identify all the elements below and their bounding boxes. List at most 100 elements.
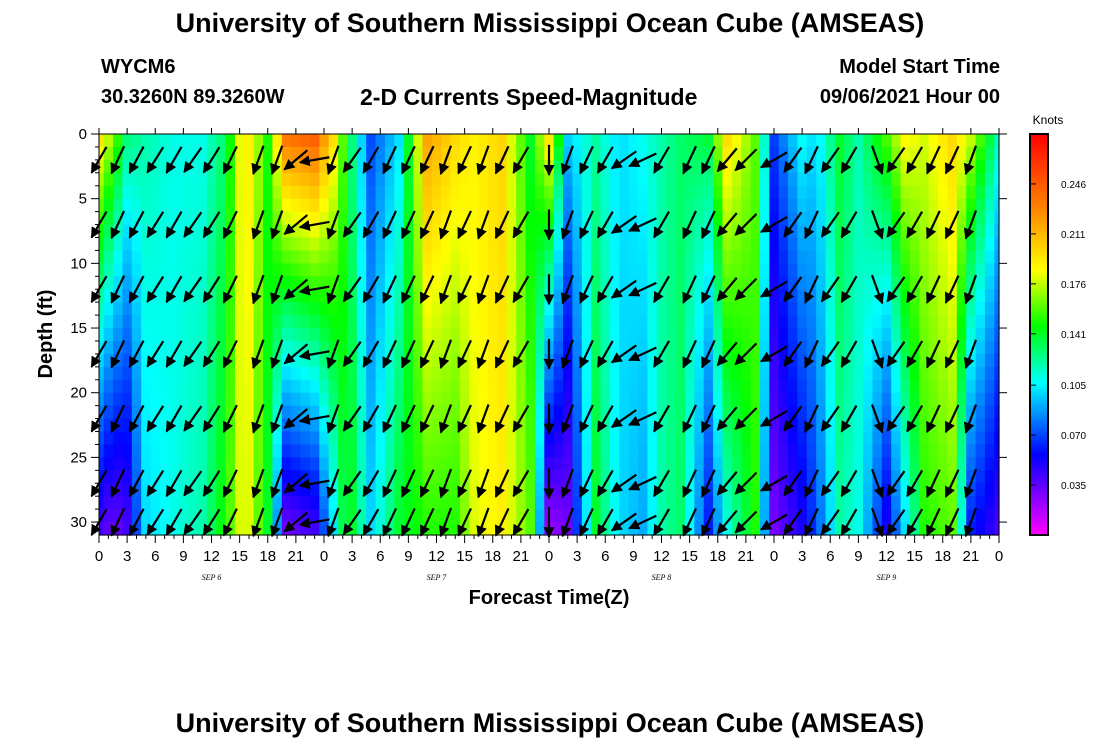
current-vector <box>926 469 941 498</box>
y-tick-label: 0 <box>79 126 87 143</box>
heatmap-cell <box>853 496 864 510</box>
current-vector <box>596 211 614 239</box>
heatmap-cell <box>375 237 386 252</box>
heatmap-cell <box>422 444 433 458</box>
heatmap-cell <box>488 250 499 264</box>
heatmap-cell <box>881 379 892 394</box>
heatmap-cell <box>609 457 620 471</box>
heatmap-cell <box>384 237 395 252</box>
heatmap-cell <box>197 263 208 277</box>
heatmap-cell <box>731 379 742 394</box>
heatmap-cell <box>197 470 208 484</box>
heatmap-cell <box>506 276 517 290</box>
heatmap-cell <box>703 470 714 484</box>
heatmap-cell <box>600 340 611 355</box>
heatmap-cell <box>928 198 939 213</box>
heatmap-cell <box>619 172 630 187</box>
heatmap-cell <box>553 457 564 471</box>
heatmap-cell <box>769 146 780 161</box>
heatmap-cell <box>769 483 780 497</box>
heatmap-cell <box>656 302 667 316</box>
heatmap-cell <box>441 496 452 510</box>
heatmap-cell <box>197 224 208 239</box>
heatmap-cell <box>694 172 705 187</box>
heatmap-cell <box>713 172 724 187</box>
heatmap-cell <box>609 250 620 264</box>
heatmap-cell <box>300 418 311 433</box>
heatmap-cell <box>506 353 517 368</box>
heatmap-cell <box>816 379 827 394</box>
heatmap-cell <box>131 340 142 355</box>
heatmap-cell <box>450 134 461 148</box>
heatmap-cell <box>300 522 311 536</box>
heatmap-cell <box>563 276 574 290</box>
heatmap-cell <box>131 457 142 471</box>
heatmap-cell <box>628 263 639 277</box>
heatmap-cell <box>525 328 536 342</box>
heatmap-cell <box>347 263 358 277</box>
heatmap-cell <box>834 134 845 148</box>
heatmap-cell <box>834 276 845 290</box>
heatmap-cell <box>300 457 311 471</box>
heatmap-cell <box>947 496 958 510</box>
heatmap-cell <box>703 366 714 381</box>
heatmap-cell <box>797 315 808 329</box>
heatmap-cell <box>328 172 339 187</box>
heatmap-cell <box>150 496 161 510</box>
heatmap-cell <box>497 250 508 264</box>
heatmap-cell <box>141 172 152 187</box>
heatmap-cell <box>263 289 274 303</box>
heatmap-cell <box>778 172 789 187</box>
heatmap-cell <box>769 340 780 355</box>
heatmap-cell <box>422 276 433 290</box>
heatmap-cell <box>422 379 433 394</box>
heatmap-cell <box>863 134 874 148</box>
heatmap-cell <box>741 237 752 252</box>
heatmap-cell <box>506 483 517 497</box>
heatmap-cell <box>844 379 855 394</box>
heatmap-cell <box>216 198 227 213</box>
colorbar-tick-label: 0.035 <box>1061 481 1086 492</box>
heatmap-cell <box>844 328 855 342</box>
heatmap-cell <box>581 302 592 316</box>
heatmap-cell <box>281 496 292 510</box>
heatmap-cell <box>975 470 986 484</box>
heatmap-cell <box>741 392 752 407</box>
heatmap-cell <box>553 146 564 161</box>
heatmap-cell <box>263 159 274 174</box>
heatmap-cell <box>572 159 583 174</box>
heatmap-cell <box>741 263 752 277</box>
heatmap-cell <box>759 276 770 290</box>
heatmap-cell <box>169 328 180 342</box>
current-vector <box>840 340 858 368</box>
heatmap-cell <box>234 431 245 446</box>
heatmap-cell <box>506 159 517 174</box>
heatmap-cell <box>975 392 986 407</box>
heatmap-cell <box>403 302 414 316</box>
heatmap-cell <box>516 211 527 226</box>
heatmap-cell <box>938 289 949 303</box>
heatmap-cell <box>722 263 733 277</box>
heatmap-cell <box>413 276 424 290</box>
heatmap-cell <box>591 146 602 161</box>
heatmap-cell <box>759 134 770 148</box>
heatmap-cell <box>328 509 339 523</box>
heatmap-cell <box>553 134 564 148</box>
heatmap-cell <box>347 522 358 536</box>
heatmap-cell <box>938 263 949 277</box>
heatmap-cell <box>197 198 208 213</box>
heatmap-cell <box>825 340 836 355</box>
heatmap-cell <box>881 392 892 407</box>
heatmap-cell <box>394 392 405 407</box>
heatmap-cell <box>638 315 649 329</box>
current-vector <box>401 145 416 175</box>
heatmap-cell <box>666 315 677 329</box>
heatmap-cell <box>975 224 986 239</box>
current-vector <box>653 211 670 239</box>
heatmap-cell <box>638 470 649 484</box>
heatmap-cell <box>928 185 939 200</box>
heatmap-cell <box>459 263 470 277</box>
heatmap-cell <box>975 134 986 148</box>
heatmap-cell <box>638 224 649 239</box>
heatmap-cell <box>750 379 761 394</box>
